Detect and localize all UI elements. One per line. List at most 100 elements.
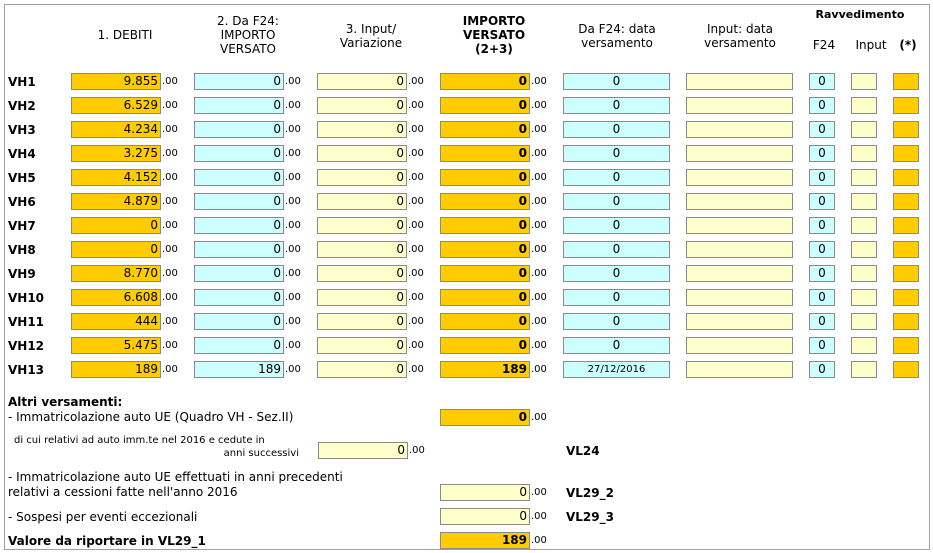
debiti-field[interactable]: 3.275 bbox=[71, 145, 161, 162]
importo-versato-field[interactable]: 0 bbox=[440, 97, 530, 114]
data-input-field[interactable] bbox=[686, 337, 793, 354]
input-variazione-field[interactable]: 0 bbox=[317, 121, 407, 138]
data-input-field[interactable] bbox=[686, 121, 793, 138]
debiti-field[interactable]: 9.855 bbox=[71, 73, 161, 90]
input-variazione-field[interactable]: 0 bbox=[317, 337, 407, 354]
rav-f24-field[interactable]: 0 bbox=[809, 265, 835, 282]
data-input-field[interactable] bbox=[686, 265, 793, 282]
importo-versato-field[interactable]: 0 bbox=[440, 337, 530, 354]
input-variazione-field[interactable]: 0 bbox=[317, 97, 407, 114]
rav-input-field[interactable] bbox=[851, 313, 877, 330]
debiti-field[interactable]: 6.529 bbox=[71, 97, 161, 114]
rav-input-field[interactable] bbox=[851, 169, 877, 186]
data-input-field[interactable] bbox=[686, 97, 793, 114]
importo-versato-field[interactable]: 0 bbox=[440, 313, 530, 330]
data-f24-field[interactable]: 0 bbox=[563, 289, 670, 306]
input-variazione-field[interactable]: 0 bbox=[317, 145, 407, 162]
importo-versato-field[interactable]: 0 bbox=[440, 193, 530, 210]
debiti-field[interactable]: 444 bbox=[71, 313, 161, 330]
rav-f24-field[interactable]: 0 bbox=[809, 337, 835, 354]
rav-f24-field[interactable]: 0 bbox=[809, 361, 835, 378]
rav-f24-field[interactable]: 0 bbox=[809, 313, 835, 330]
rav-input-field[interactable] bbox=[851, 217, 877, 234]
data-f24-field[interactable]: 0 bbox=[563, 265, 670, 282]
rav-input-field[interactable] bbox=[851, 145, 877, 162]
input-variazione-field[interactable]: 0 bbox=[317, 265, 407, 282]
debiti-field[interactable]: 4.152 bbox=[71, 169, 161, 186]
f24-importo-field[interactable]: 0 bbox=[194, 73, 284, 90]
rav-f24-field[interactable]: 0 bbox=[809, 121, 835, 138]
rav-star-field[interactable] bbox=[893, 361, 919, 378]
rav-star-field[interactable] bbox=[893, 97, 919, 114]
rav-input-field[interactable] bbox=[851, 265, 877, 282]
f24-importo-field[interactable]: 0 bbox=[194, 241, 284, 258]
f24-importo-field[interactable]: 0 bbox=[194, 193, 284, 210]
rav-input-field[interactable] bbox=[851, 337, 877, 354]
input-variazione-field[interactable]: 0 bbox=[317, 313, 407, 330]
importo-versato-field[interactable]: 0 bbox=[440, 289, 530, 306]
data-f24-field[interactable]: 0 bbox=[563, 97, 670, 114]
valore-value[interactable]: 189 bbox=[440, 532, 530, 549]
data-f24-field[interactable]: 27/12/2016 bbox=[563, 361, 670, 378]
data-f24-field[interactable]: 0 bbox=[563, 313, 670, 330]
importo-versato-field[interactable]: 189 bbox=[440, 361, 530, 378]
di-cui-value[interactable]: 0 bbox=[318, 442, 408, 459]
data-input-field[interactable] bbox=[686, 193, 793, 210]
data-f24-field[interactable]: 0 bbox=[563, 217, 670, 234]
importo-versato-field[interactable]: 0 bbox=[440, 121, 530, 138]
data-input-field[interactable] bbox=[686, 241, 793, 258]
data-f24-field[interactable]: 0 bbox=[563, 337, 670, 354]
debiti-field[interactable]: 5.475 bbox=[71, 337, 161, 354]
f24-importo-field[interactable]: 0 bbox=[194, 121, 284, 138]
data-input-field[interactable] bbox=[686, 361, 793, 378]
f24-importo-field[interactable]: 0 bbox=[194, 169, 284, 186]
rav-input-field[interactable] bbox=[851, 241, 877, 258]
rav-f24-field[interactable]: 0 bbox=[809, 241, 835, 258]
importo-versato-field[interactable]: 0 bbox=[440, 169, 530, 186]
importo-versato-field[interactable]: 0 bbox=[440, 73, 530, 90]
rav-input-field[interactable] bbox=[851, 193, 877, 210]
rav-star-field[interactable] bbox=[893, 265, 919, 282]
rav-star-field[interactable] bbox=[893, 337, 919, 354]
data-f24-field[interactable]: 0 bbox=[563, 121, 670, 138]
rav-input-field[interactable] bbox=[851, 121, 877, 138]
input-variazione-field[interactable]: 0 bbox=[317, 73, 407, 90]
f24-importo-field[interactable]: 0 bbox=[194, 97, 284, 114]
input-variazione-field[interactable]: 0 bbox=[317, 169, 407, 186]
data-f24-field[interactable]: 0 bbox=[563, 193, 670, 210]
importo-versato-field[interactable]: 0 bbox=[440, 265, 530, 282]
data-input-field[interactable] bbox=[686, 73, 793, 90]
data-input-field[interactable] bbox=[686, 169, 793, 186]
rav-star-field[interactable] bbox=[893, 145, 919, 162]
debiti-field[interactable]: 8.770 bbox=[71, 265, 161, 282]
debiti-field[interactable]: 189 bbox=[71, 361, 161, 378]
data-f24-field[interactable]: 0 bbox=[563, 169, 670, 186]
immatricolazione-value[interactable]: 0 bbox=[440, 409, 530, 426]
input-variazione-field[interactable]: 0 bbox=[317, 241, 407, 258]
rav-input-field[interactable] bbox=[851, 289, 877, 306]
f24-importo-field[interactable]: 0 bbox=[194, 289, 284, 306]
sospesi-value[interactable]: 0 bbox=[440, 508, 530, 525]
debiti-field[interactable]: 6.608 bbox=[71, 289, 161, 306]
rav-star-field[interactable] bbox=[893, 289, 919, 306]
f24-importo-field[interactable]: 0 bbox=[194, 337, 284, 354]
rav-f24-field[interactable]: 0 bbox=[809, 169, 835, 186]
data-input-field[interactable] bbox=[686, 145, 793, 162]
importo-versato-field[interactable]: 0 bbox=[440, 241, 530, 258]
data-f24-field[interactable]: 0 bbox=[563, 145, 670, 162]
f24-importo-field[interactable]: 0 bbox=[194, 313, 284, 330]
data-input-field[interactable] bbox=[686, 313, 793, 330]
debiti-field[interactable]: 0 bbox=[71, 217, 161, 234]
rav-star-field[interactable] bbox=[893, 169, 919, 186]
rav-star-field[interactable] bbox=[893, 241, 919, 258]
f24-importo-field[interactable]: 0 bbox=[194, 217, 284, 234]
input-variazione-field[interactable]: 0 bbox=[317, 193, 407, 210]
rav-star-field[interactable] bbox=[893, 313, 919, 330]
rav-input-field[interactable] bbox=[851, 97, 877, 114]
rav-star-field[interactable] bbox=[893, 121, 919, 138]
input-variazione-field[interactable]: 0 bbox=[317, 289, 407, 306]
rav-f24-field[interactable]: 0 bbox=[809, 193, 835, 210]
debiti-field[interactable]: 0 bbox=[71, 241, 161, 258]
rav-f24-field[interactable]: 0 bbox=[809, 289, 835, 306]
rav-star-field[interactable] bbox=[893, 217, 919, 234]
